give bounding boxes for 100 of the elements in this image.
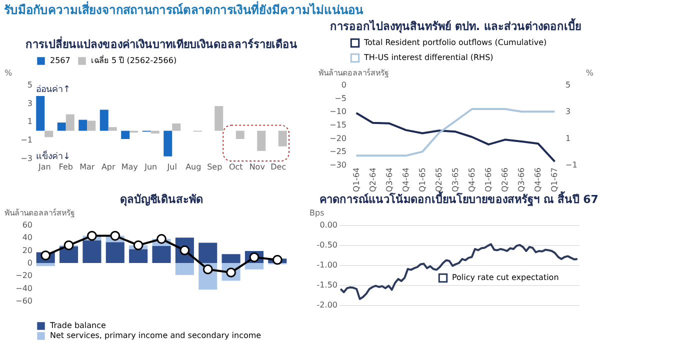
bar bbox=[36, 96, 45, 131]
legend-label: Policy rate cut expectation bbox=[452, 273, 559, 282]
bar bbox=[164, 130, 172, 156]
y2-tick-label: 1 bbox=[566, 134, 571, 143]
y-tick-label: 20 bbox=[22, 246, 32, 255]
y2-tick-label: 5 bbox=[566, 80, 571, 90]
x-tick-label: Q2-66 bbox=[500, 168, 510, 192]
x-tick-label: Jul bbox=[166, 162, 177, 172]
x-tick-label: Sep bbox=[207, 162, 222, 172]
point bbox=[272, 254, 282, 265]
x-tick-label: Apr bbox=[101, 162, 116, 172]
y-tick-label: 0 bbox=[341, 80, 346, 90]
line-series bbox=[340, 243, 578, 300]
y-tick-label: -0.50 bbox=[316, 240, 338, 250]
legend-label: 2567 bbox=[50, 56, 70, 65]
x-tick-label: Q3-66 bbox=[517, 168, 526, 192]
x-tick-label: Q3-65 bbox=[451, 168, 460, 192]
legend-label: เฉลี่ย 5 ปี (2562-2566) bbox=[91, 54, 177, 65]
y-tick-label: 3 bbox=[27, 98, 32, 108]
x-tick-label: Q4-65 bbox=[468, 168, 477, 192]
x-tick-label: Dec bbox=[270, 162, 286, 172]
bar bbox=[278, 130, 287, 146]
line-series bbox=[355, 108, 556, 157]
bar bbox=[106, 242, 124, 263]
line-series bbox=[355, 112, 556, 163]
bar bbox=[172, 123, 181, 131]
x-tick-label: Q1-64 bbox=[352, 168, 361, 192]
x-tick-label: Q3-64 bbox=[384, 168, 394, 192]
y2-axis-title: % bbox=[586, 68, 594, 78]
bar bbox=[175, 263, 194, 276]
legend-label: Trade balance bbox=[49, 321, 106, 330]
chart-title: คาดการณ์แนวโน้มดอกเบี้ยนโยบายของสหรัฐฯ ณ สิ้นปี 67 bbox=[320, 191, 598, 207]
point bbox=[110, 230, 120, 241]
bar bbox=[236, 130, 244, 140]
bar bbox=[78, 120, 88, 131]
text: รับมือกับความเสี่ยงจากสถานการณ์ตลาดการเงินที่ยังมีความไม่แน่นอน bbox=[4, 1, 364, 17]
annotation: อ่อนค่า↑ bbox=[36, 85, 71, 95]
bar bbox=[257, 130, 266, 151]
y-axis-title: พันล้านดอลลาร์สหรัฐ bbox=[4, 208, 74, 218]
chart-title: การออกไปลงทุนสินทรัพย์ ตปท. และส่วนต่างดอกเบี้ย bbox=[330, 18, 581, 34]
x-tick-label: Q2-64 bbox=[368, 168, 378, 192]
x-tick-label: Q4-66 bbox=[534, 168, 543, 192]
point bbox=[64, 240, 74, 250]
y-tick-label: 1 bbox=[27, 117, 32, 126]
bar bbox=[57, 122, 66, 131]
point bbox=[87, 230, 97, 241]
bar bbox=[198, 242, 218, 263]
x-tick-label: Q2-65 bbox=[434, 168, 444, 192]
y-tick-label: -2.00 bbox=[316, 300, 338, 310]
bar bbox=[108, 127, 117, 131]
x-tick-label: Mar bbox=[80, 162, 96, 172]
bar bbox=[66, 114, 74, 131]
bar bbox=[87, 120, 96, 131]
x-tick-label: Oct bbox=[228, 162, 243, 172]
x-tick-label: Aug bbox=[186, 162, 202, 172]
legend-label: Net services, primary income and secondary income bbox=[50, 331, 262, 340]
y-tick-label: −5 bbox=[334, 94, 346, 103]
y-tick-label: −3 bbox=[20, 154, 32, 163]
y2-tick-label: 3 bbox=[566, 107, 571, 116]
y-tick-label: -1.50 bbox=[316, 280, 338, 290]
y-axis-title: Bps bbox=[310, 208, 324, 218]
legend-label: Total Resident portfolio outflows (Cumulative) bbox=[363, 38, 547, 47]
y-axis-title: พันล้านดอลลาร์สหรัฐ bbox=[318, 68, 388, 78]
y-tick-label: −25 bbox=[330, 147, 346, 156]
y-tick-label: −20 bbox=[16, 271, 32, 280]
bar bbox=[222, 254, 240, 263]
point bbox=[133, 240, 144, 250]
y-tick-label: −60 bbox=[16, 296, 32, 306]
point bbox=[156, 234, 166, 244]
y-tick-label: 5 bbox=[27, 80, 32, 90]
x-tick-label: Jun bbox=[144, 162, 158, 172]
y-tick-label: −1 bbox=[20, 135, 32, 144]
bar bbox=[244, 263, 264, 270]
point bbox=[202, 264, 213, 274]
x-tick-label: Nov bbox=[249, 162, 266, 172]
chart-title: ดุลบัญชีเดินสะพัด bbox=[120, 193, 203, 207]
y2-tick-label: −1 bbox=[566, 160, 578, 170]
y-tick-label: 0.00 bbox=[320, 220, 338, 230]
x-tick-label: May bbox=[121, 162, 138, 172]
bar bbox=[150, 130, 160, 134]
x-tick-label: Q1-65 bbox=[418, 168, 427, 192]
bar bbox=[44, 130, 54, 138]
bar bbox=[129, 249, 148, 263]
x-tick-label: Q1-67 bbox=[550, 168, 560, 192]
y-tick-label: −40 bbox=[16, 284, 32, 293]
y-tick-label: −10 bbox=[330, 107, 346, 116]
y-tick-label: −30 bbox=[330, 160, 346, 170]
bar bbox=[100, 110, 108, 131]
annotation: แข็งค่า↓ bbox=[36, 149, 71, 162]
bar bbox=[36, 263, 55, 266]
y-tick-label: -1.00 bbox=[316, 260, 338, 270]
y-axis-title: % bbox=[4, 68, 12, 78]
bar bbox=[82, 240, 102, 263]
y-tick-label: 40 bbox=[22, 233, 32, 242]
bar bbox=[214, 106, 224, 131]
bar bbox=[121, 130, 130, 140]
x-tick-label: Q4-64 bbox=[401, 168, 410, 192]
y-tick-label: −15 bbox=[330, 120, 346, 130]
x-tick-label: Feb bbox=[58, 162, 73, 172]
bar bbox=[152, 246, 171, 263]
